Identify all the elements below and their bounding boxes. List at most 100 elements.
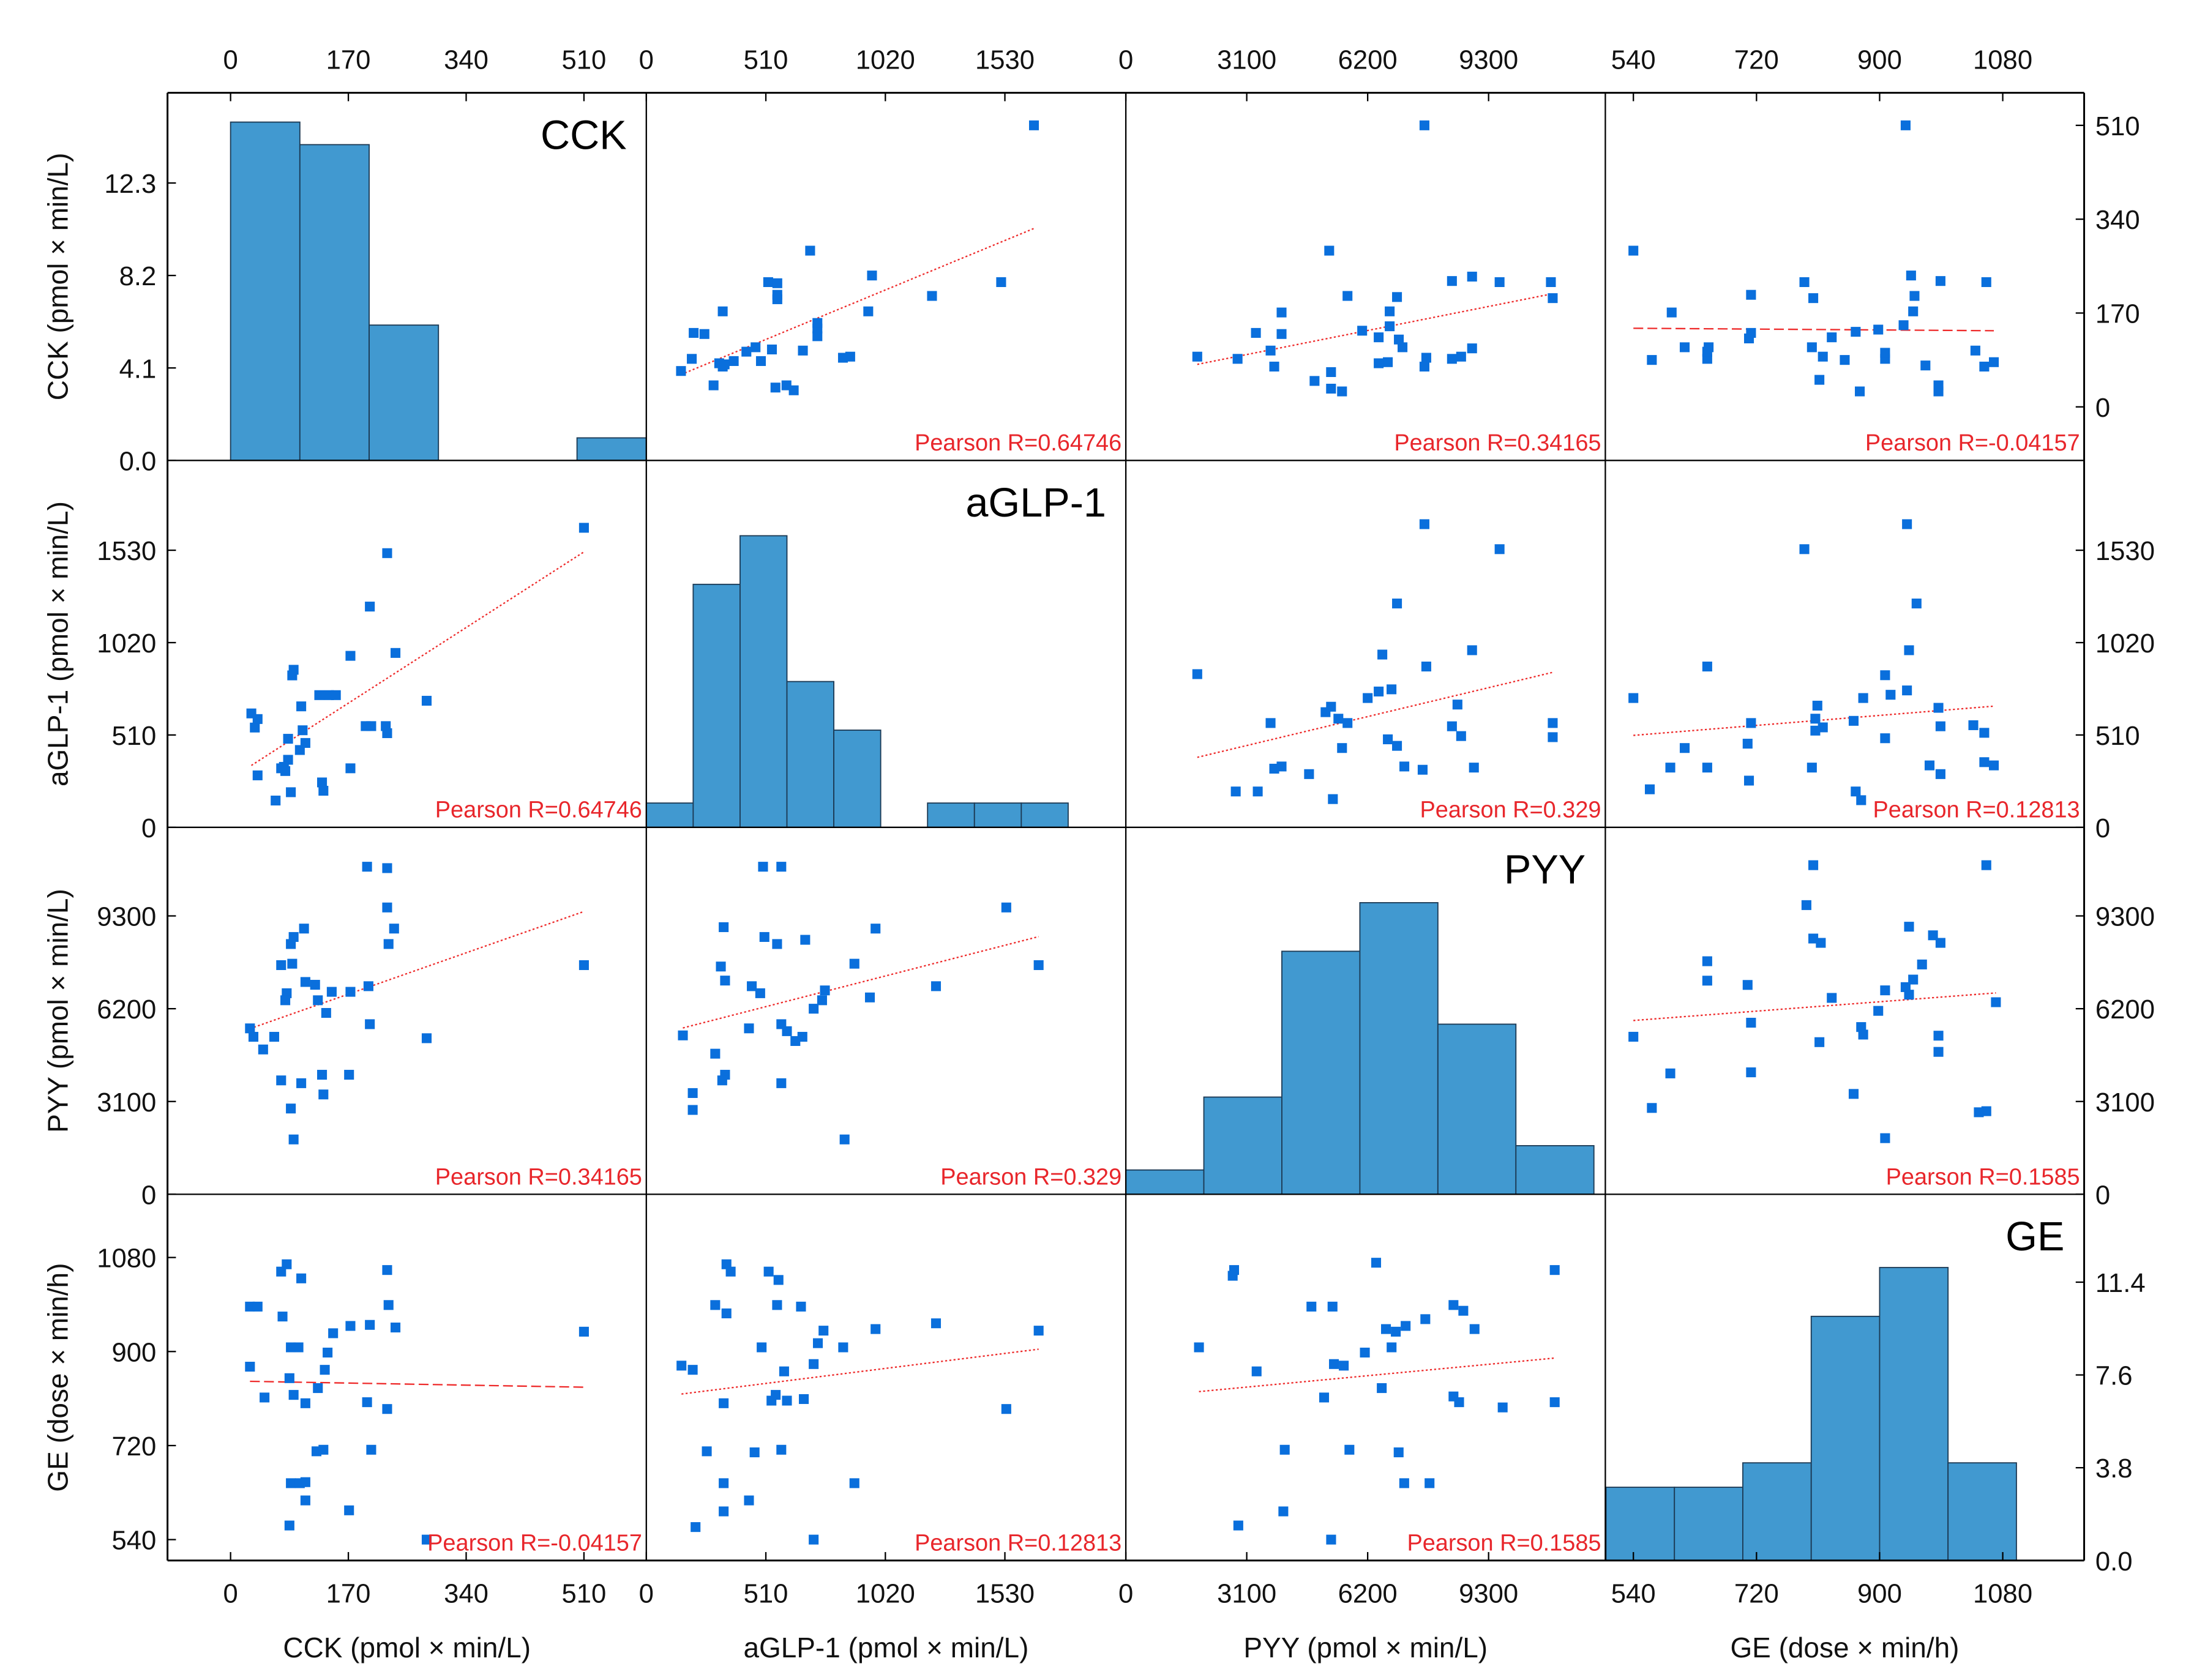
data-point-aGLP1-GE-28 [719,1478,729,1488]
data-point-CCK-aGLP1-2 [365,602,375,612]
data-point-aGLP1-GE-22 [719,1398,729,1408]
data-point-aGLP1-PYY-16 [817,995,827,1006]
data-point-PYY-CCK-30 [1251,327,1261,338]
data-point-GE-CCK-24 [1799,277,1810,288]
data-point-aGLP1-GE-10 [1033,1326,1044,1336]
right-tick-label-aGLP1: 0 [2095,813,2110,843]
fit-line-GE-vs-CCK [1633,327,1994,332]
data-point-aGLP1-CCK-3 [863,306,874,316]
data-point-PYY-CCK-8 [1421,353,1431,363]
data-point-GE-aGLP1-2 [1979,728,1990,738]
data-point-PYY-CCK-6 [1456,351,1466,362]
right-tick-label-aGLP1: 1020 [2095,629,2155,659]
data-point-CCK-GE-32 [344,1505,354,1515]
data-point-aGLP1-PYY-2 [1001,902,1011,913]
data-point-CCK-aGLP1-27 [345,763,356,774]
top-tick-label-GE: 900 [1857,45,1902,75]
data-point-PYY-CCK-12 [1394,334,1404,345]
data-point-GE-PYY-28 [1702,976,1712,986]
data-point-CCK-aGLP1-20 [283,734,293,744]
data-point-CCK-GE-9 [345,1321,356,1331]
data-point-GE-PYY-2 [1974,1107,1984,1118]
data-point-GE-PYY-31 [1647,1103,1657,1113]
data-point-GE-aGLP1-0 [1989,760,1999,771]
data-point-aGLP1-PYY-18 [809,1004,819,1014]
data-point-PYY-aGLP1-18 [1363,693,1373,703]
data-point-CCK-aGLP1-14 [331,690,341,700]
histogram-bar-PYY-1 [1203,1096,1282,1195]
data-point-GE-CCK-0 [1989,357,1999,367]
pearson-label-CCK-vs-aGLP1: Pearson R=0.64746 [435,797,642,823]
data-point-GE-aGLP1-20 [1810,714,1821,724]
left-tick-label-GE: 1080 [97,1244,156,1274]
data-point-aGLP1-CCK-23 [708,380,719,390]
fit-line-PYY-vs-GE [1199,1357,1555,1392]
data-point-aGLP1-GE-12 [757,1342,767,1353]
data-point-CCK-GE-6 [383,1300,394,1310]
bottom-tick-label-aGLP1: 1530 [975,1579,1035,1609]
data-point-aGLP1-GE-9 [870,1324,881,1334]
bottom-tick-label-CCK: 170 [326,1579,371,1609]
data-point-PYY-GE-22 [1454,1397,1464,1408]
data-point-CCK-aGLP1-23 [252,770,263,780]
data-point-CCK-aGLP1-32 [279,761,289,772]
histogram-bar-GE-4 [1879,1267,1949,1561]
pearson-label-aGLP1-vs-GE: Pearson R=0.12813 [915,1531,1121,1556]
data-point-PYY-CCK-26 [1269,361,1279,372]
pearson-label-GE-vs-aGLP1: Pearson R=0.12813 [1873,797,2080,823]
data-point-PYY-aGLP1-19 [1328,794,1338,804]
top-tick-label-CCK: 170 [326,45,371,75]
data-point-PYY-GE-6 [1448,1300,1459,1310]
data-point-PYY-CCK-3 [1467,271,1477,282]
data-point-PYY-CCK-28 [1276,307,1287,318]
data-point-GE-aGLP1-31 [1665,763,1675,773]
data-point-PYY-CCK-23 [1326,384,1336,394]
top-tick-label-PYY: 9300 [1459,45,1518,75]
data-point-GE-CCK-3 [1981,277,1991,288]
data-point-aGLP1-PYY-17 [864,992,875,1002]
data-point-CCK-PYY-22 [245,1023,255,1034]
data-point-aGLP1-PYY-5 [759,931,769,943]
data-point-CCK-GE-1 [276,1266,286,1277]
fit-line-PYY-vs-CCK [1197,293,1553,365]
data-point-aGLP1-GE-21 [799,1394,809,1405]
data-point-GE-CCK-17 [1851,327,1861,337]
data-point-GE-aGLP1-25 [1743,775,1754,786]
data-point-CCK-GE-7 [277,1312,288,1322]
data-point-GE-aGLP1-12 [1880,733,1890,744]
data-point-aGLP1-GE-24 [1001,1404,1011,1414]
left-tick-label-CCK: 8.2 [119,261,157,291]
x-axis-label-CCK: CCK (pmol × min/L) [283,1632,531,1663]
data-point-aGLP1-PYY-27 [717,1075,727,1086]
data-point-CCK-GE-30 [300,1477,310,1487]
data-point-aGLP1-CCK-7 [837,353,848,363]
data-point-GE-CCK-19 [1827,332,1837,343]
data-point-GE-aGLP1-33 [1628,693,1639,703]
top-tick-label-aGLP1: 0 [639,45,654,75]
data-point-CCK-aGLP1-7 [287,670,298,681]
data-point-GE-CCK-33 [1647,355,1657,365]
data-point-aGLP1-CCK-31 [676,366,686,376]
data-point-GE-PYY-29 [1702,956,1712,966]
data-point-PYY-CCK-5 [1467,343,1477,354]
data-point-aGLP1-GE-4 [710,1300,721,1310]
fit-line-PYY-vs-aGLP1 [1197,671,1553,758]
data-point-PYY-aGLP1-25 [1304,769,1314,779]
data-point-GE-aGLP1-16 [1851,786,1861,797]
data-point-GE-aGLP1-15 [1856,795,1866,805]
data-point-CCK-GE-4 [245,1301,255,1312]
data-point-aGLP1-GE-32 [691,1522,701,1533]
data-point-aGLP1-GE-27 [776,1444,787,1455]
data-point-GE-PYY-4 [1933,1047,1944,1057]
data-point-PYY-GE-15 [1360,1347,1370,1358]
data-point-GE-aGLP1-17 [1858,693,1868,703]
data-point-aGLP1-CCK-20 [755,356,766,366]
data-point-aGLP1-CCK-16 [770,383,781,393]
data-point-GE-PYY-9 [1904,990,1914,1000]
data-point-CCK-GE-10 [328,1328,339,1338]
data-point-CCK-GE-26 [318,1444,329,1455]
data-point-GE-CCK-9 [1908,306,1919,316]
data-point-CCK-PYY-31 [286,1103,296,1114]
data-point-aGLP1-PYY-19 [678,1030,688,1040]
